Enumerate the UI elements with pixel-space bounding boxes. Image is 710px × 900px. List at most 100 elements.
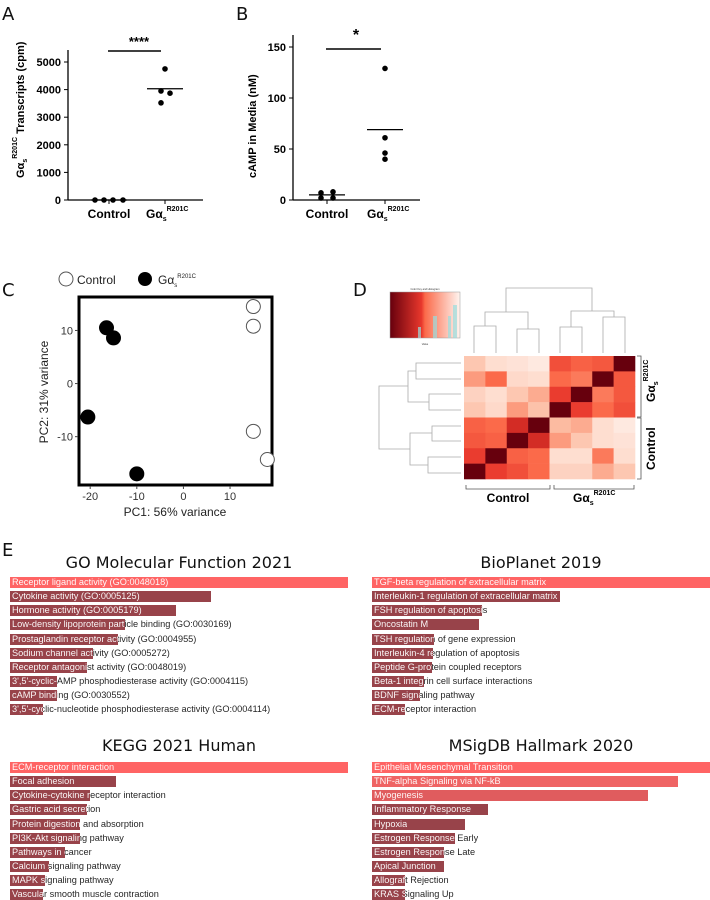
color-key-title: Color Key and Histogram [411,287,440,291]
y-tick-label: 150 [268,42,286,54]
y-tick-label: 50 [274,144,286,156]
heatmap-cell [506,432,529,449]
heatmap-cell [485,371,508,388]
heatmap-cell [613,371,636,388]
y-tick-label: 0 [67,379,73,391]
pca-point-control [245,318,261,334]
enrichment-row: Myogenesis [372,790,710,802]
color-key-xlabel: Value [422,342,429,346]
y-tick-label: -10 [57,432,73,444]
enrichment-term: Focal adhesion [12,776,75,787]
color-key-hist-bar [453,305,457,338]
enrichment-row: Hypoxia [372,818,710,830]
heatmap-cell [485,463,508,480]
enrichment-term: ECM-receptor interaction [374,704,477,715]
heatmap-cell [506,448,529,464]
enrichment-bar [10,875,46,887]
enrichment-row: Allograft Rejection [372,875,710,887]
heatmap-cell [528,371,550,388]
heatmap-cell [613,463,636,480]
data-point [162,66,168,72]
y-tick-label: 4000 [37,85,61,97]
enrichment-term: PI3K-Akt signaling pathway [12,832,124,843]
enrichment-row: Peptide G-protein coupled receptors [372,661,710,673]
enrichment-bar [10,861,49,873]
panel-b-ylabel: cAMP in Media (nM) [247,74,259,178]
enrichment-row: Cytokine activity (GO:0005125) [10,591,348,603]
panel-c-ylabel: PC2: 31% variance [37,340,51,443]
enrichment-term: Myogenesis [374,790,424,801]
heatmap-cell [613,448,636,464]
legend-mutant-marker [138,272,152,286]
heatmap-col-group-mutant: GαsR201C [573,490,615,507]
enrichment-bar [10,889,44,900]
data-point [382,150,388,156]
heatmap-cell [570,386,593,403]
enrichment-bar [372,577,710,588]
enrichment-bar [10,762,348,773]
enrichment-row: PI3K-Akt signaling pathway [10,832,348,844]
y-tick-label: 0 [280,195,286,207]
enrichment-term: Estrogen Response Early [374,832,479,843]
heatmap-cell [613,386,636,403]
enrichment-row: Calcium signaling pathway [10,861,348,873]
enrichment-row: Hormone activity (GO:0005179) [10,605,348,617]
data-point [382,134,388,141]
enrichment-bar [372,790,649,802]
heatmap-cell [592,371,614,388]
enrichment-bar [372,591,560,603]
heatmap-cell [528,417,550,434]
heatmap-cell [549,448,572,464]
pca-point-control [245,299,261,315]
enrichment-bar [372,619,479,631]
heatmap-cell [549,371,572,388]
enrichment-row: Sodium channel activity (GO:0005272) [10,647,348,659]
heatmap-cell [506,371,529,388]
column-dendrogram [473,287,626,353]
data-point [382,65,388,72]
y-tick-label: 1000 [37,167,61,179]
heatmap-cell [592,432,614,449]
enrichment-term: Apical Junction [374,861,436,872]
enrichment-term: Receptor ligand activity (GO:0048018) [12,577,169,587]
enrichment-term: Interleukin-1 regulation of extracellula… [374,591,558,602]
data-point [167,90,173,96]
enrichment-row: FSH regulation of apoptosis [372,605,710,617]
panel-label-c: C [2,280,15,301]
y-tick-label: 2000 [37,140,61,152]
heatmap-cell [528,448,550,464]
heatmap-cell [464,432,486,449]
enrichment-term: 3',5'-cyclic-nucleotide phosphodiesteras… [12,704,271,715]
enrichment-row: TSH regulation of gene expression [372,633,710,645]
enrichment-term: Epithelial Mesenchymal Transition [374,762,513,772]
panel-b-xtick-mutant: GαsR201C [367,206,409,223]
enrichment-bar [10,619,125,631]
enrichment-term: Protein digestion and absorption [12,818,144,829]
heatmap-cell [613,417,636,434]
row-dendrogram [378,362,461,474]
panel-label-b: B [236,4,248,25]
enrichment-row: 3',5'-cyclic-nucleotide phosphodiesteras… [10,704,348,716]
heatmap-cell [613,356,636,372]
heatmap-cell [613,402,636,418]
pca-point-mutant [80,409,96,425]
heatmap-cells [464,356,636,480]
x-tick-label: 0 [180,491,186,503]
heatmap-cell [485,448,508,464]
pca-point-control [259,452,275,468]
enrichment-term: Cytokine activity (GO:0005125) [12,591,140,602]
enrichment-bar [10,591,212,603]
enrichment-bar [10,846,66,858]
heatmap-cell [506,402,529,418]
enrichment-row: Oncostatin M [372,619,710,631]
y-tick-label: 0 [55,195,61,207]
enrichment-row: ECM-receptor interaction [372,704,710,716]
enrichment-bar [10,776,117,788]
enrichment-term: Estrogen Response Late [374,846,476,857]
heatmap-cell [464,402,486,418]
enrichment-row: Apical Junction [372,861,710,873]
enrichment-bar [372,647,433,659]
enrichment-row: Focal adhesion [10,776,348,788]
heatmap-cell [464,356,486,372]
